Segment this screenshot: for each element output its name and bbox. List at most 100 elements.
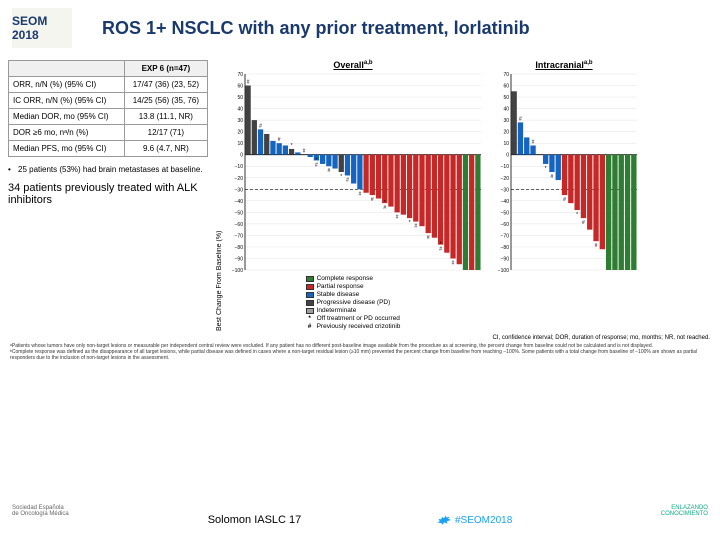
svg-text:40: 40 (237, 107, 243, 113)
svg-text:−50: −50 (501, 210, 510, 216)
table-row: IC ORR, n/N (%) (95% CI)14/25 (56) (35, … (9, 93, 208, 109)
svg-text:−60: −60 (501, 222, 510, 228)
svg-text:*: * (340, 174, 342, 180)
svg-text:#: # (414, 224, 417, 230)
legend: Complete responsePartial responseStable … (306, 274, 401, 331)
svg-text:*: * (545, 166, 547, 172)
svg-text:−20: −20 (501, 176, 510, 182)
svg-text:−100: −100 (498, 268, 509, 272)
svg-text:#: # (359, 191, 362, 197)
svg-text:50: 50 (503, 95, 509, 101)
svg-text:#: # (327, 168, 330, 174)
svg-text:#: # (551, 174, 554, 180)
svg-text:−10: −10 (235, 164, 244, 170)
overall-waterfall-chart: −100−90−80−70−60−50−40−30−20−10010203040… (223, 72, 483, 272)
svg-text:20: 20 (503, 130, 509, 136)
footer-enlazando: ENLAZANDO CONOCIMIENTO (648, 505, 708, 535)
svg-text:−100: −100 (232, 268, 243, 272)
svg-text:70: 70 (503, 72, 509, 78)
svg-text:10: 10 (503, 141, 509, 147)
footer-citation: Solomon IASLC 17 (208, 514, 302, 526)
svg-text:60: 60 (503, 84, 509, 90)
legend-item: Progressive disease (PD) (306, 299, 401, 306)
overall-chart-wrap: Best Change From Baseline (%) Overalla,b… (216, 60, 483, 331)
svg-text:#: # (532, 139, 535, 145)
table-row: Median DOR, mo (95% CI)13.8 (11.1, NR) (9, 109, 208, 125)
table-col-header: EXP 6 (n=47) (124, 61, 207, 77)
svg-text:#: # (247, 80, 250, 86)
svg-text:30: 30 (237, 118, 243, 124)
footer-hashtag: #SEOM2018 (437, 514, 512, 526)
svg-text:−30: −30 (501, 187, 510, 193)
table-row: ORR, n/N (%) (95% CI)17/47 (36) (23, 52) (9, 77, 208, 93)
svg-text:60: 60 (237, 84, 243, 90)
svg-text:−40: −40 (235, 199, 244, 205)
svg-text:#: # (452, 260, 455, 266)
twitter-icon (437, 514, 451, 526)
svg-text:0: 0 (506, 153, 509, 159)
brain-metastases-note: 25 patients (53%) had brain metastases a… (8, 165, 208, 174)
svg-text:−60: −60 (235, 222, 244, 228)
svg-text:−90: −90 (501, 256, 510, 262)
svg-text:#: # (595, 243, 598, 249)
svg-text:−70: −70 (235, 233, 244, 239)
seom-logo: SEOM 2018 (12, 8, 72, 48)
svg-text:70: 70 (237, 72, 243, 78)
table-row: DOR ≥6 mo, nᵃ/n (%)12/17 (71) (9, 125, 208, 141)
footnote-b: ᵇComplete response was defined as the di… (10, 349, 710, 361)
svg-text:#: # (371, 197, 374, 203)
content: EXP 6 (n=47) ORR, n/N (%) (95% CI)17/47 … (0, 56, 720, 335)
footer-seom: Sociedad Española de Oncología Médica (12, 505, 72, 535)
svg-text:*: * (576, 212, 578, 218)
results-table: EXP 6 (n=47) ORR, n/N (%) (95% CI)17/47 … (8, 60, 208, 157)
alk-statement: 34 patients previously treated with ALK … (8, 182, 208, 206)
legend-marker: *Off treatment or PD occurred (306, 315, 401, 322)
table-row: Median PFS, mo (95% CI)9.6 (4.7, NR) (9, 141, 208, 157)
svg-text:*: * (291, 143, 293, 149)
svg-text:20: 20 (237, 130, 243, 136)
legend-marker: #Previously received crizotinib (306, 323, 401, 330)
header: SEOM 2018 ROS 1+ NSCLC with any prior tr… (0, 0, 720, 56)
svg-text:40: 40 (503, 107, 509, 113)
footnotes: ᵃPatients whose tumors have only non-tar… (0, 341, 720, 363)
overall-chart-title: Overalla,b (333, 60, 372, 70)
svg-text:#: # (519, 116, 522, 122)
svg-text:#: # (563, 197, 566, 203)
svg-text:−90: −90 (235, 256, 244, 262)
intracranial-chart-title: Intracraniala,b (535, 60, 592, 70)
svg-text:−80: −80 (235, 245, 244, 251)
svg-text:−40: −40 (501, 199, 510, 205)
page-title: ROS 1+ NSCLC with any prior treatment, l… (102, 18, 530, 39)
svg-text:*: * (315, 157, 317, 163)
svg-text:#: # (259, 123, 262, 129)
left-column: EXP 6 (n=47) ORR, n/N (%) (95% CI)17/47 … (8, 60, 208, 331)
svg-text:30: 30 (503, 118, 509, 124)
svg-text:10: 10 (237, 141, 243, 147)
svg-text:#: # (396, 214, 399, 220)
intracranial-chart-wrap: Intracraniala,b −100−90−80−70−60−50−40−3… (489, 60, 639, 331)
svg-text:50: 50 (237, 95, 243, 101)
svg-text:−70: −70 (501, 233, 510, 239)
svg-text:#: # (346, 177, 349, 183)
svg-text:#: # (582, 220, 585, 226)
footer: Sociedad Española de Oncología Médica So… (0, 500, 720, 540)
svg-text:#: # (427, 235, 430, 241)
logo-text: SEOM 2018 (12, 14, 72, 42)
legend-item: Partial response (306, 283, 401, 290)
svg-text:*: * (440, 242, 442, 248)
legend-item: Complete response (306, 275, 401, 282)
svg-text:#: # (278, 137, 281, 143)
svg-text:*: * (409, 220, 411, 226)
legend-item: Indeterminate (306, 307, 401, 314)
svg-text:−80: −80 (501, 245, 510, 251)
y-axis-label: Best Change From Baseline (%) (216, 60, 223, 331)
svg-text:−10: −10 (501, 164, 510, 170)
svg-text:*: * (384, 200, 386, 206)
intracranial-waterfall-chart: −100−90−80−70−60−50−40−30−20−10010203040… (489, 72, 639, 272)
svg-text:0: 0 (240, 153, 243, 159)
svg-text:−30: −30 (235, 187, 244, 193)
svg-text:−20: −20 (235, 176, 244, 182)
charts-column: Best Change From Baseline (%) Overalla,b… (216, 60, 712, 331)
svg-text:−50: −50 (235, 210, 244, 216)
svg-text:#: # (303, 149, 306, 155)
